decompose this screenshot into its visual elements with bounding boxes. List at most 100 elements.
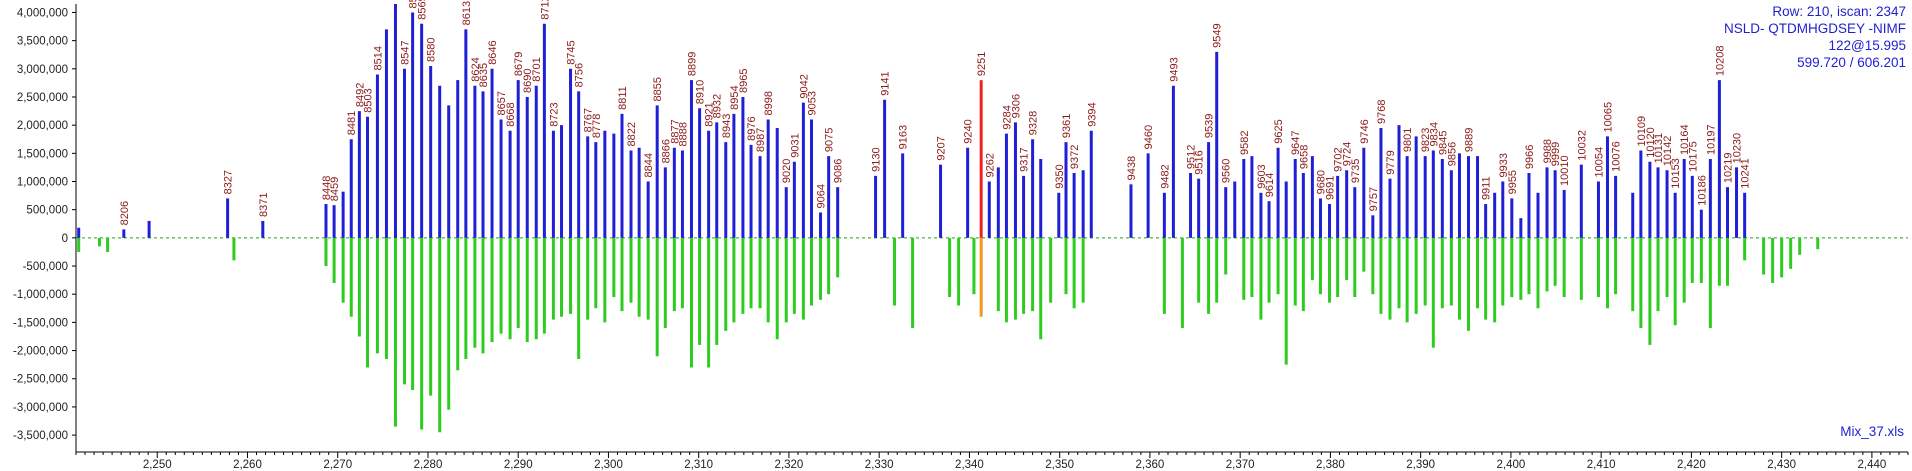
peak-label: 9516 (1194, 150, 1206, 174)
peak-label: 9064 (816, 184, 828, 208)
peak-label: 9614 (1264, 173, 1276, 197)
peak-label: 9020 (781, 159, 793, 183)
peak-label: 9834 (1428, 122, 1440, 146)
peak-label: 8481 (346, 111, 358, 135)
peak-label: 8767 (583, 108, 595, 132)
peak-label: 8668 (505, 102, 517, 126)
peak-label: 8723 (548, 102, 560, 126)
y-tick-label: 2,500,000 (17, 92, 68, 104)
peak-label: 9625 (1273, 119, 1285, 143)
peak-label: 9372 (1069, 145, 1081, 169)
x-tick-label: 2,420 (1677, 459, 1706, 471)
peak-label: 10219 (1723, 153, 1735, 184)
charge-text: 122@15.995 (1828, 38, 1906, 53)
x-tick-label: 2,360 (1136, 459, 1165, 471)
peak-label: 9042 (798, 74, 810, 98)
peak-label: 9306 (1010, 94, 1022, 118)
x-tick-label: 2,280 (414, 459, 443, 471)
peak-label: 9582 (1239, 130, 1251, 154)
peak-label: 10065 (1602, 102, 1614, 133)
y-tick-label: 3,000,000 (17, 64, 68, 76)
peak-label: 9075 (824, 128, 836, 152)
peak-label: 9889 (1464, 128, 1476, 152)
peak-label: 9702 (1333, 147, 1345, 171)
peak-label: 9141 (880, 71, 892, 95)
peak-label: 9966 (1524, 145, 1536, 169)
peak-label: 8646 (487, 40, 499, 64)
peak-label: 10010 (1559, 155, 1571, 186)
y-tick-label: 3,500,000 (17, 36, 68, 48)
peak-label: 9317 (1019, 147, 1031, 171)
peak-label: 8206 (119, 201, 131, 225)
y-tick-label: 500,000 (26, 205, 68, 217)
peak-label: 8822 (626, 122, 638, 146)
peak-label: 10241 (1740, 158, 1752, 189)
peak-label: 8921 (704, 102, 716, 126)
peak-label: 10142 (1662, 136, 1674, 167)
peak-label: 9482 (1159, 164, 1171, 188)
y-tick-label: 2,000,000 (17, 120, 68, 132)
y-tick-label: -2,500,000 (13, 374, 68, 386)
peak-label: 9955 (1507, 170, 1519, 194)
peak-label: 9251 (976, 52, 988, 76)
peak-label: 8844 (643, 153, 655, 177)
peak-label: 9560 (1221, 159, 1233, 183)
peak-label: 9207 (936, 136, 948, 160)
peak-label: 9240 (963, 119, 975, 143)
peak-label: 8976 (746, 116, 758, 140)
peak-label: 9735 (1350, 159, 1362, 183)
y-tick-label: 4,000,000 (17, 7, 68, 19)
peak-label: 8679 (513, 52, 525, 76)
x-tick-label: 2,400 (1497, 459, 1526, 471)
file-name-label: Mix_37.xls (1840, 424, 1904, 439)
sequence-title: NSLD- QTDMHGDSEY -NIMF (1723, 21, 1906, 36)
x-tick-label: 2,290 (504, 459, 533, 471)
peak-label: 8371 (258, 192, 270, 216)
x-tick-label: 2,390 (1406, 459, 1435, 471)
x-tick-label: 2,310 (684, 459, 713, 471)
peak-label: 8492 (354, 83, 366, 107)
peak-label: 8877 (669, 119, 681, 143)
peak-label: 9845 (1437, 130, 1449, 154)
peak-label: 9438 (1126, 156, 1138, 180)
peak-label: 8998 (763, 91, 775, 115)
peak-label: 10197 (1705, 124, 1717, 155)
peak-label: 8866 (660, 139, 672, 163)
peak-label: 9768 (1376, 99, 1388, 123)
peak-label: 10153 (1670, 158, 1682, 189)
x-tick-label: 2,340 (955, 459, 984, 471)
peak-label: 8701 (531, 57, 543, 81)
peak-label: 9460 (1143, 125, 1155, 149)
peak-label: 10175 (1687, 141, 1699, 172)
peak-label: 9911 (1481, 176, 1493, 200)
peak-label: 9053 (807, 91, 819, 115)
peak-label: 9856 (1446, 142, 1458, 166)
peak-label: 9933 (1498, 153, 1510, 177)
peak-label: 9163 (898, 125, 910, 149)
x-tick-label: 2,320 (775, 459, 804, 471)
peak-label: 8943 (721, 114, 733, 138)
peak-label: 9493 (1168, 57, 1180, 81)
peak-label: 9757 (1368, 187, 1380, 211)
peak-label: 9394 (1086, 102, 1098, 126)
x-tick-label: 2,330 (865, 459, 894, 471)
peak-label: 10164 (1679, 124, 1691, 155)
peak-label: 9031 (789, 133, 801, 157)
peak-label: 9328 (1028, 111, 1040, 135)
peak-label: 8635 (478, 63, 490, 87)
row-iscan-text: Row: 210, iscan: 2347 (1772, 4, 1906, 19)
peak-label: 8899 (686, 52, 698, 76)
peak-label: 8965 (738, 68, 750, 92)
y-tick-label: 0 (62, 233, 68, 245)
peak-label: 10208 (1714, 45, 1726, 76)
peak-label: 9512 (1186, 145, 1198, 169)
y-tick-label: 1,000,000 (17, 177, 68, 189)
peak-label: 10032 (1576, 130, 1588, 161)
peak-label: 10186 (1696, 175, 1708, 206)
peak-label: 9549 (1212, 23, 1224, 47)
peak-label: 9779 (1385, 150, 1397, 174)
x-tick-label: 2,440 (1858, 459, 1887, 471)
peak-label: 10131 (1653, 133, 1665, 164)
peak-label: 9724 (1342, 142, 1354, 166)
